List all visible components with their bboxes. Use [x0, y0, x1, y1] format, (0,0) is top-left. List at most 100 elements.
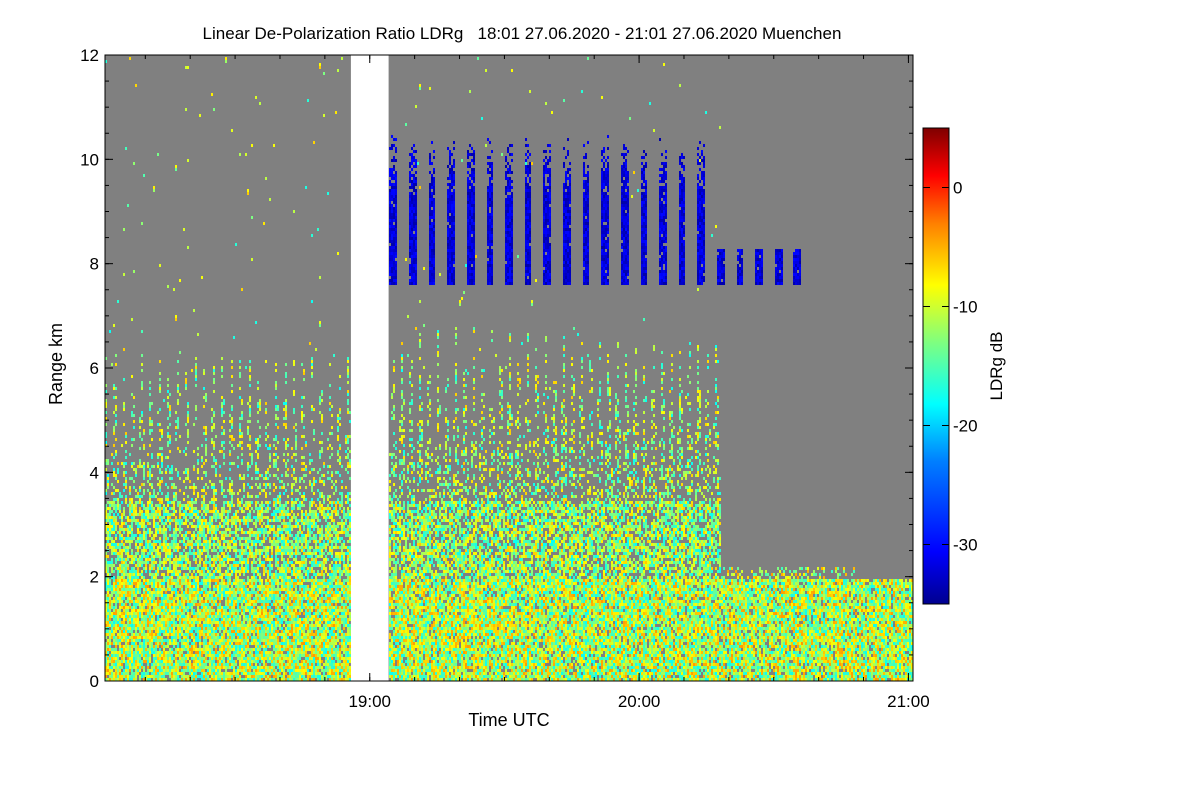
ldr-pixel	[243, 633, 245, 636]
ldr-pixel	[173, 531, 175, 534]
ldr-pixel	[167, 573, 169, 576]
ldr-pixel	[245, 537, 247, 540]
ldr-pixel	[125, 666, 127, 669]
ldr-pixel	[185, 423, 187, 426]
ldr-pixel	[255, 531, 257, 534]
ldr-pixel	[143, 672, 145, 675]
ldr-pixel	[119, 516, 121, 519]
ldr-pixel	[163, 510, 165, 513]
ldr-pixel	[141, 354, 143, 357]
ldr-pixel	[167, 525, 169, 528]
ldr-pixel	[163, 615, 165, 618]
ldr-pixel	[197, 519, 199, 522]
ldr-pixel	[165, 672, 167, 675]
ldr-pixel	[237, 624, 239, 627]
ldr-pixel	[203, 519, 205, 522]
ldr-pixel	[207, 585, 209, 588]
ldr-pixel	[131, 669, 133, 672]
ldr-pixel	[213, 447, 215, 450]
ldr-pixel	[183, 654, 185, 657]
ldr-pixel	[143, 657, 145, 660]
ldr-pixel	[171, 543, 173, 546]
ldr-pixel	[165, 522, 167, 525]
ldr-pixel	[255, 618, 257, 621]
ldr-pixel	[191, 627, 193, 630]
ldr-pixel	[147, 540, 149, 543]
ldr-pixel	[205, 492, 207, 495]
ldr-pixel	[245, 501, 247, 504]
ldr-pixel	[273, 642, 275, 645]
ldr-pixel	[123, 405, 125, 408]
ldr-pixel	[161, 657, 163, 660]
ldr-pixel	[139, 540, 141, 543]
ldr-pixel	[155, 561, 157, 564]
ldr-pixel	[159, 471, 161, 474]
ldr-pixel	[181, 561, 183, 564]
ldr-pixel	[187, 66, 189, 69]
ldr-pixel	[219, 639, 221, 642]
ldr-pixel	[173, 507, 175, 510]
ldr-pixel	[143, 627, 145, 630]
ldr-pixel	[199, 657, 201, 660]
ldr-pixel	[163, 654, 165, 657]
ldr-pixel	[195, 573, 197, 576]
ldr-pixel	[141, 612, 143, 615]
ldr-pixel	[265, 570, 267, 573]
ldr-pixel	[265, 672, 267, 675]
ldr-pixel	[223, 534, 225, 537]
ldr-pixel	[109, 588, 111, 591]
ldr-pixel	[191, 645, 193, 648]
ldr-pixel	[231, 483, 233, 486]
ldr-pixel	[147, 669, 149, 672]
ldr-pixel	[175, 660, 177, 663]
ldr-pixel	[215, 561, 217, 564]
ldr-pixel	[177, 663, 179, 666]
ldr-pixel	[121, 585, 123, 588]
ldr-pixel	[257, 486, 259, 489]
ldr-pixel	[233, 600, 235, 603]
ldr-pixel	[195, 612, 197, 615]
ldr-pixel	[255, 504, 257, 507]
ldr-pixel	[113, 396, 115, 399]
ldr-pixel	[167, 657, 169, 660]
ldr-pixel	[105, 513, 107, 516]
ldr-pixel	[147, 597, 149, 600]
ldr-pixel	[169, 552, 171, 555]
ldr-pixel	[125, 582, 127, 585]
ldr-pixel	[271, 627, 273, 630]
ldr-pixel	[275, 453, 277, 456]
ldr-pixel	[247, 402, 249, 405]
ldr-pixel	[251, 603, 253, 606]
ldr-pixel	[143, 507, 145, 510]
ldr-pixel	[175, 498, 177, 501]
ldr-pixel	[215, 633, 217, 636]
ldr-pixel	[193, 669, 195, 672]
ldr-pixel	[215, 435, 217, 438]
ldr-pixel	[263, 573, 265, 576]
ldr-pixel	[173, 519, 175, 522]
ldr-pixel	[141, 534, 143, 537]
ldr-pixel	[159, 528, 161, 531]
ldr-pixel	[109, 597, 111, 600]
ldr-pixel	[159, 531, 161, 534]
ldr-pixel	[271, 528, 273, 531]
ldr-pixel	[231, 624, 233, 627]
ldr-pixel	[171, 507, 173, 510]
ldr-pixel	[183, 228, 185, 231]
ldr-pixel	[179, 660, 181, 663]
ldr-pixel	[199, 564, 201, 567]
ldr-pixel	[201, 522, 203, 525]
ldr-pixel	[239, 624, 241, 627]
ldr-pixel	[159, 642, 161, 645]
ldr-pixel	[161, 603, 163, 606]
ldr-pixel	[267, 423, 269, 426]
ldr-pixel	[251, 624, 253, 627]
ldr-pixel	[133, 516, 135, 519]
plot-area	[105, 55, 913, 681]
ldr-pixel	[265, 603, 267, 606]
ldr-pixel	[111, 588, 113, 591]
ldr-pixel	[147, 672, 149, 675]
ldr-pixel	[205, 399, 207, 402]
ldr-pixel	[125, 441, 127, 444]
ldr-pixel	[179, 648, 181, 651]
